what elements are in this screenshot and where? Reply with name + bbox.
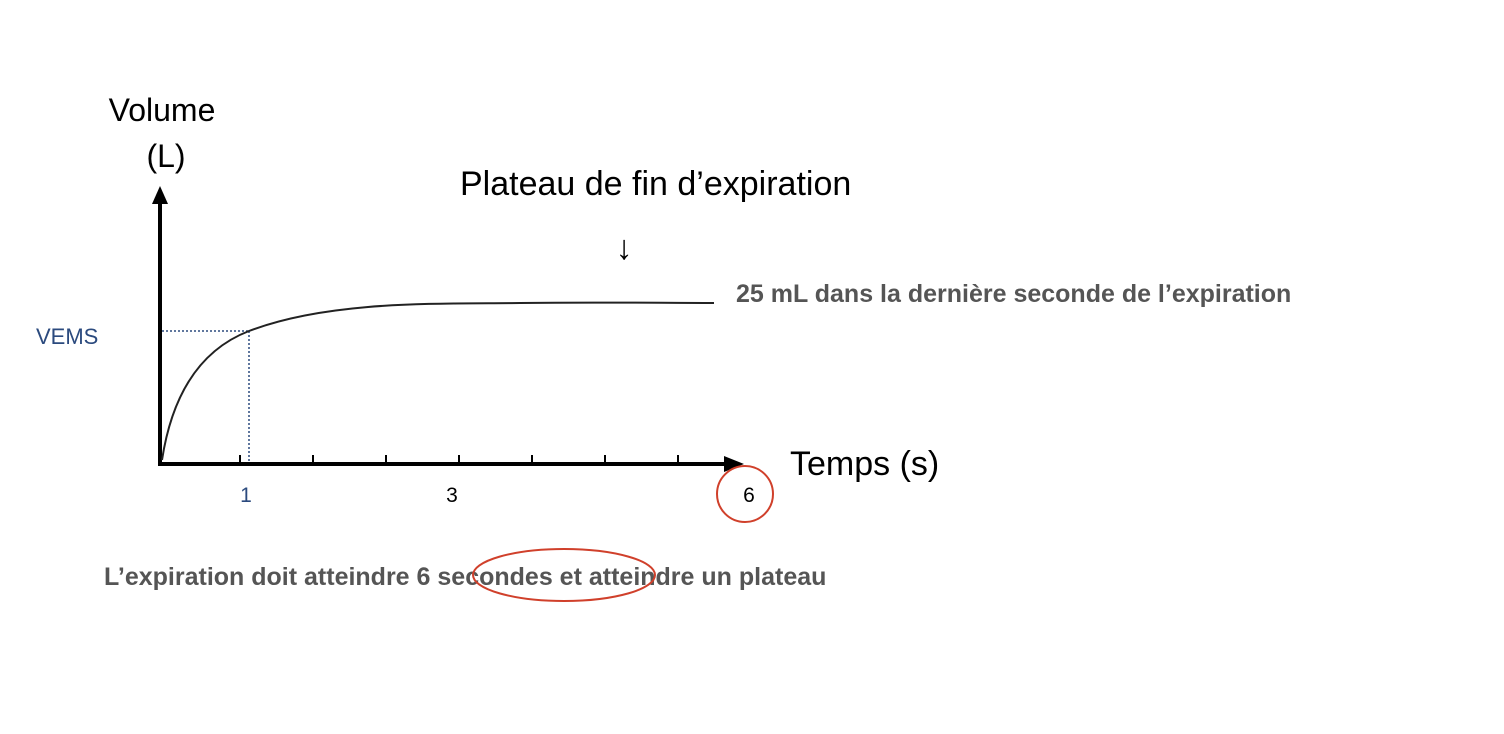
plateau-arrow: ↓ (616, 229, 633, 267)
last-second-note: 25 mL dans la dernière seconde de l’expi… (736, 280, 1291, 308)
vems-label: VEMS (36, 324, 98, 349)
volume-time-curve (161, 301, 715, 461)
caption-highlight: 6 secondes (417, 563, 553, 591)
x-axis-title: Temps (s) (790, 445, 939, 483)
caption: L’expiration doit atteindre 6 secondes e… (104, 563, 826, 591)
caption-after: et atteindre un plateau (553, 563, 827, 591)
x-tick-label-3: 3 (446, 484, 458, 507)
plateau-label: Plateau de fin d’expiration (460, 165, 851, 203)
highlight-ellipse-six-seconds (472, 548, 656, 602)
y-axis-title-line1: Volume (109, 92, 216, 128)
y-axis-title-line2: (L) (146, 138, 185, 174)
caption-before: L’expiration doit atteindre (104, 563, 417, 591)
y-axis-arrowhead (152, 186, 168, 204)
x-tick-label-1: 1 (240, 484, 252, 507)
x-axis-arrowhead (724, 456, 744, 472)
highlight-circle-six (716, 465, 774, 523)
x-tick-label-6: 6 (743, 484, 755, 507)
